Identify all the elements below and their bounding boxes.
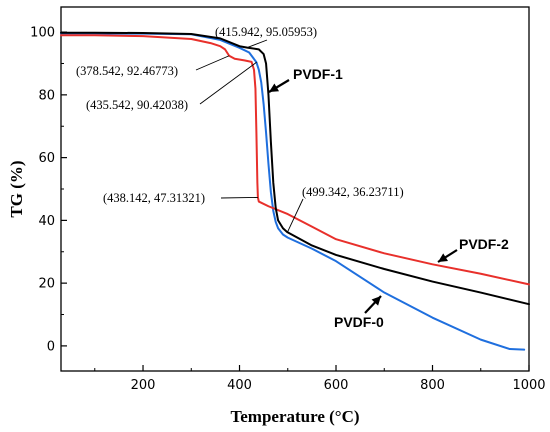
y-tick-label-80: 80 [38,88,55,103]
annotation-leader [199,61,257,105]
series-label-pvdf-2: PVDF-2 [459,236,509,252]
annotations: (415.942, 95.05953) (378.542, 92.46773) (4… [76,25,404,233]
series-label-pvdf-1: PVDF-1 [293,66,343,82]
series-line-pvdf-0 [60,32,526,351]
x-tick-label-400: 400 [227,378,252,393]
y-tick-label-40: 40 [38,214,55,229]
x-tick-label-1000: 1000 [512,378,545,393]
y-tick-label-0: 0 [47,339,55,354]
x-tick-label-600: 600 [324,378,349,393]
series-arrowhead-pvdf-0 [371,296,381,306]
y-tick-label-20: 20 [38,277,55,292]
annotation-label: (378.542, 92.46773) [76,64,178,78]
annotation-leader [195,55,230,71]
annotation-label: (438.142, 47.31321) [103,191,205,205]
annotation-leader [287,198,304,233]
series-arrowhead-pvdf-1 [269,83,280,92]
series-arrowhead-pvdf-2 [438,253,449,262]
y-tick-label-60: 60 [38,151,55,166]
tick-labels: 200 400 600 800 1000 0 20 40 60 80 100 [30,26,545,393]
series-lines [60,31,530,351]
x-axis-title: Temperature (°C) [230,407,359,426]
x-tick-label-200: 200 [131,378,156,393]
series-label-pvdf-0: PVDF-0 [334,314,384,330]
annotation-leader [220,196,258,199]
series-line-pvdf-2 [60,34,530,286]
plot-frame [60,6,530,372]
x-tick-label-800: 800 [420,378,445,393]
annotation-label: (499.342, 36.23711) [302,185,404,199]
series-line-pvdf-1 [60,31,530,306]
axis-ticks [61,31,530,371]
series-labels: PVDF-1 PVDF-2 PVDF-0 [268,66,509,330]
annotation-leader [247,39,268,49]
y-axis-title: TG (%) [7,160,26,217]
y-tick-label-100: 100 [30,26,55,41]
annotation-label: (435.542, 90.42038) [86,98,188,112]
annotation-label: (415.942, 95.05953) [215,25,317,39]
